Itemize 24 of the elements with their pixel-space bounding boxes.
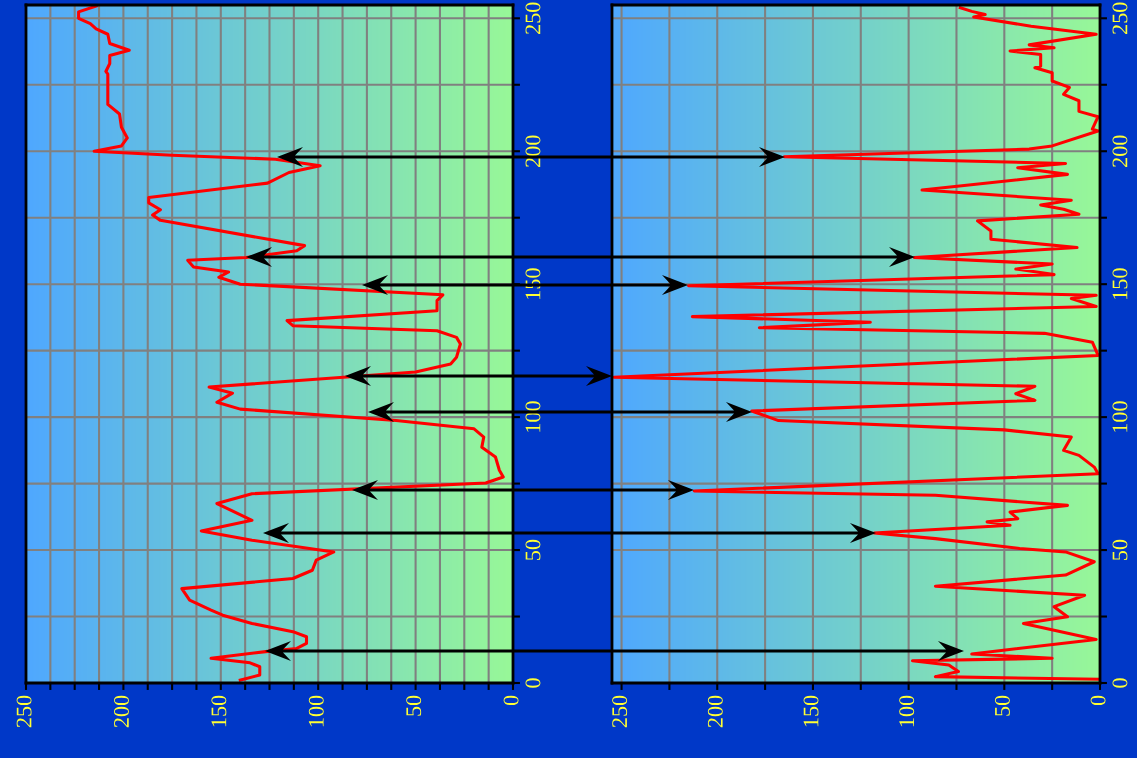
- x-tick-label: 50: [406, 695, 422, 716]
- y-tick-label: 0: [1112, 678, 1128, 688]
- y-tick-label: 100: [1112, 401, 1128, 432]
- x-tick-label: 100: [899, 695, 915, 727]
- x-tick-label: 250: [16, 695, 32, 728]
- y-tick-label: 50: [525, 539, 541, 560]
- x-tick-label: 100: [308, 695, 324, 727]
- x-tick-label: 150: [211, 695, 227, 727]
- y-tick-label: 50: [1112, 539, 1128, 560]
- y-tick-label: 200: [525, 135, 541, 167]
- y-tick-label: 250: [525, 2, 541, 34]
- y-tick-label: 150: [525, 268, 541, 299]
- x-tick-label: 50: [994, 695, 1010, 716]
- x-tick-label: 0: [1090, 695, 1106, 706]
- x-tick-label: 250: [612, 695, 628, 728]
- x-tick-label: 150: [803, 695, 819, 727]
- y-tick-label: 250: [1112, 2, 1128, 34]
- y-tick-label: 150: [1112, 268, 1128, 299]
- y-tick-label: 100: [525, 401, 541, 432]
- x-tick-label: 200: [707, 695, 723, 728]
- y-tick-label: 200: [1112, 135, 1128, 167]
- x-tick-label: 200: [113, 695, 129, 728]
- x-tick-label: 0: [503, 695, 519, 706]
- y-tick-label: 0: [525, 678, 541, 688]
